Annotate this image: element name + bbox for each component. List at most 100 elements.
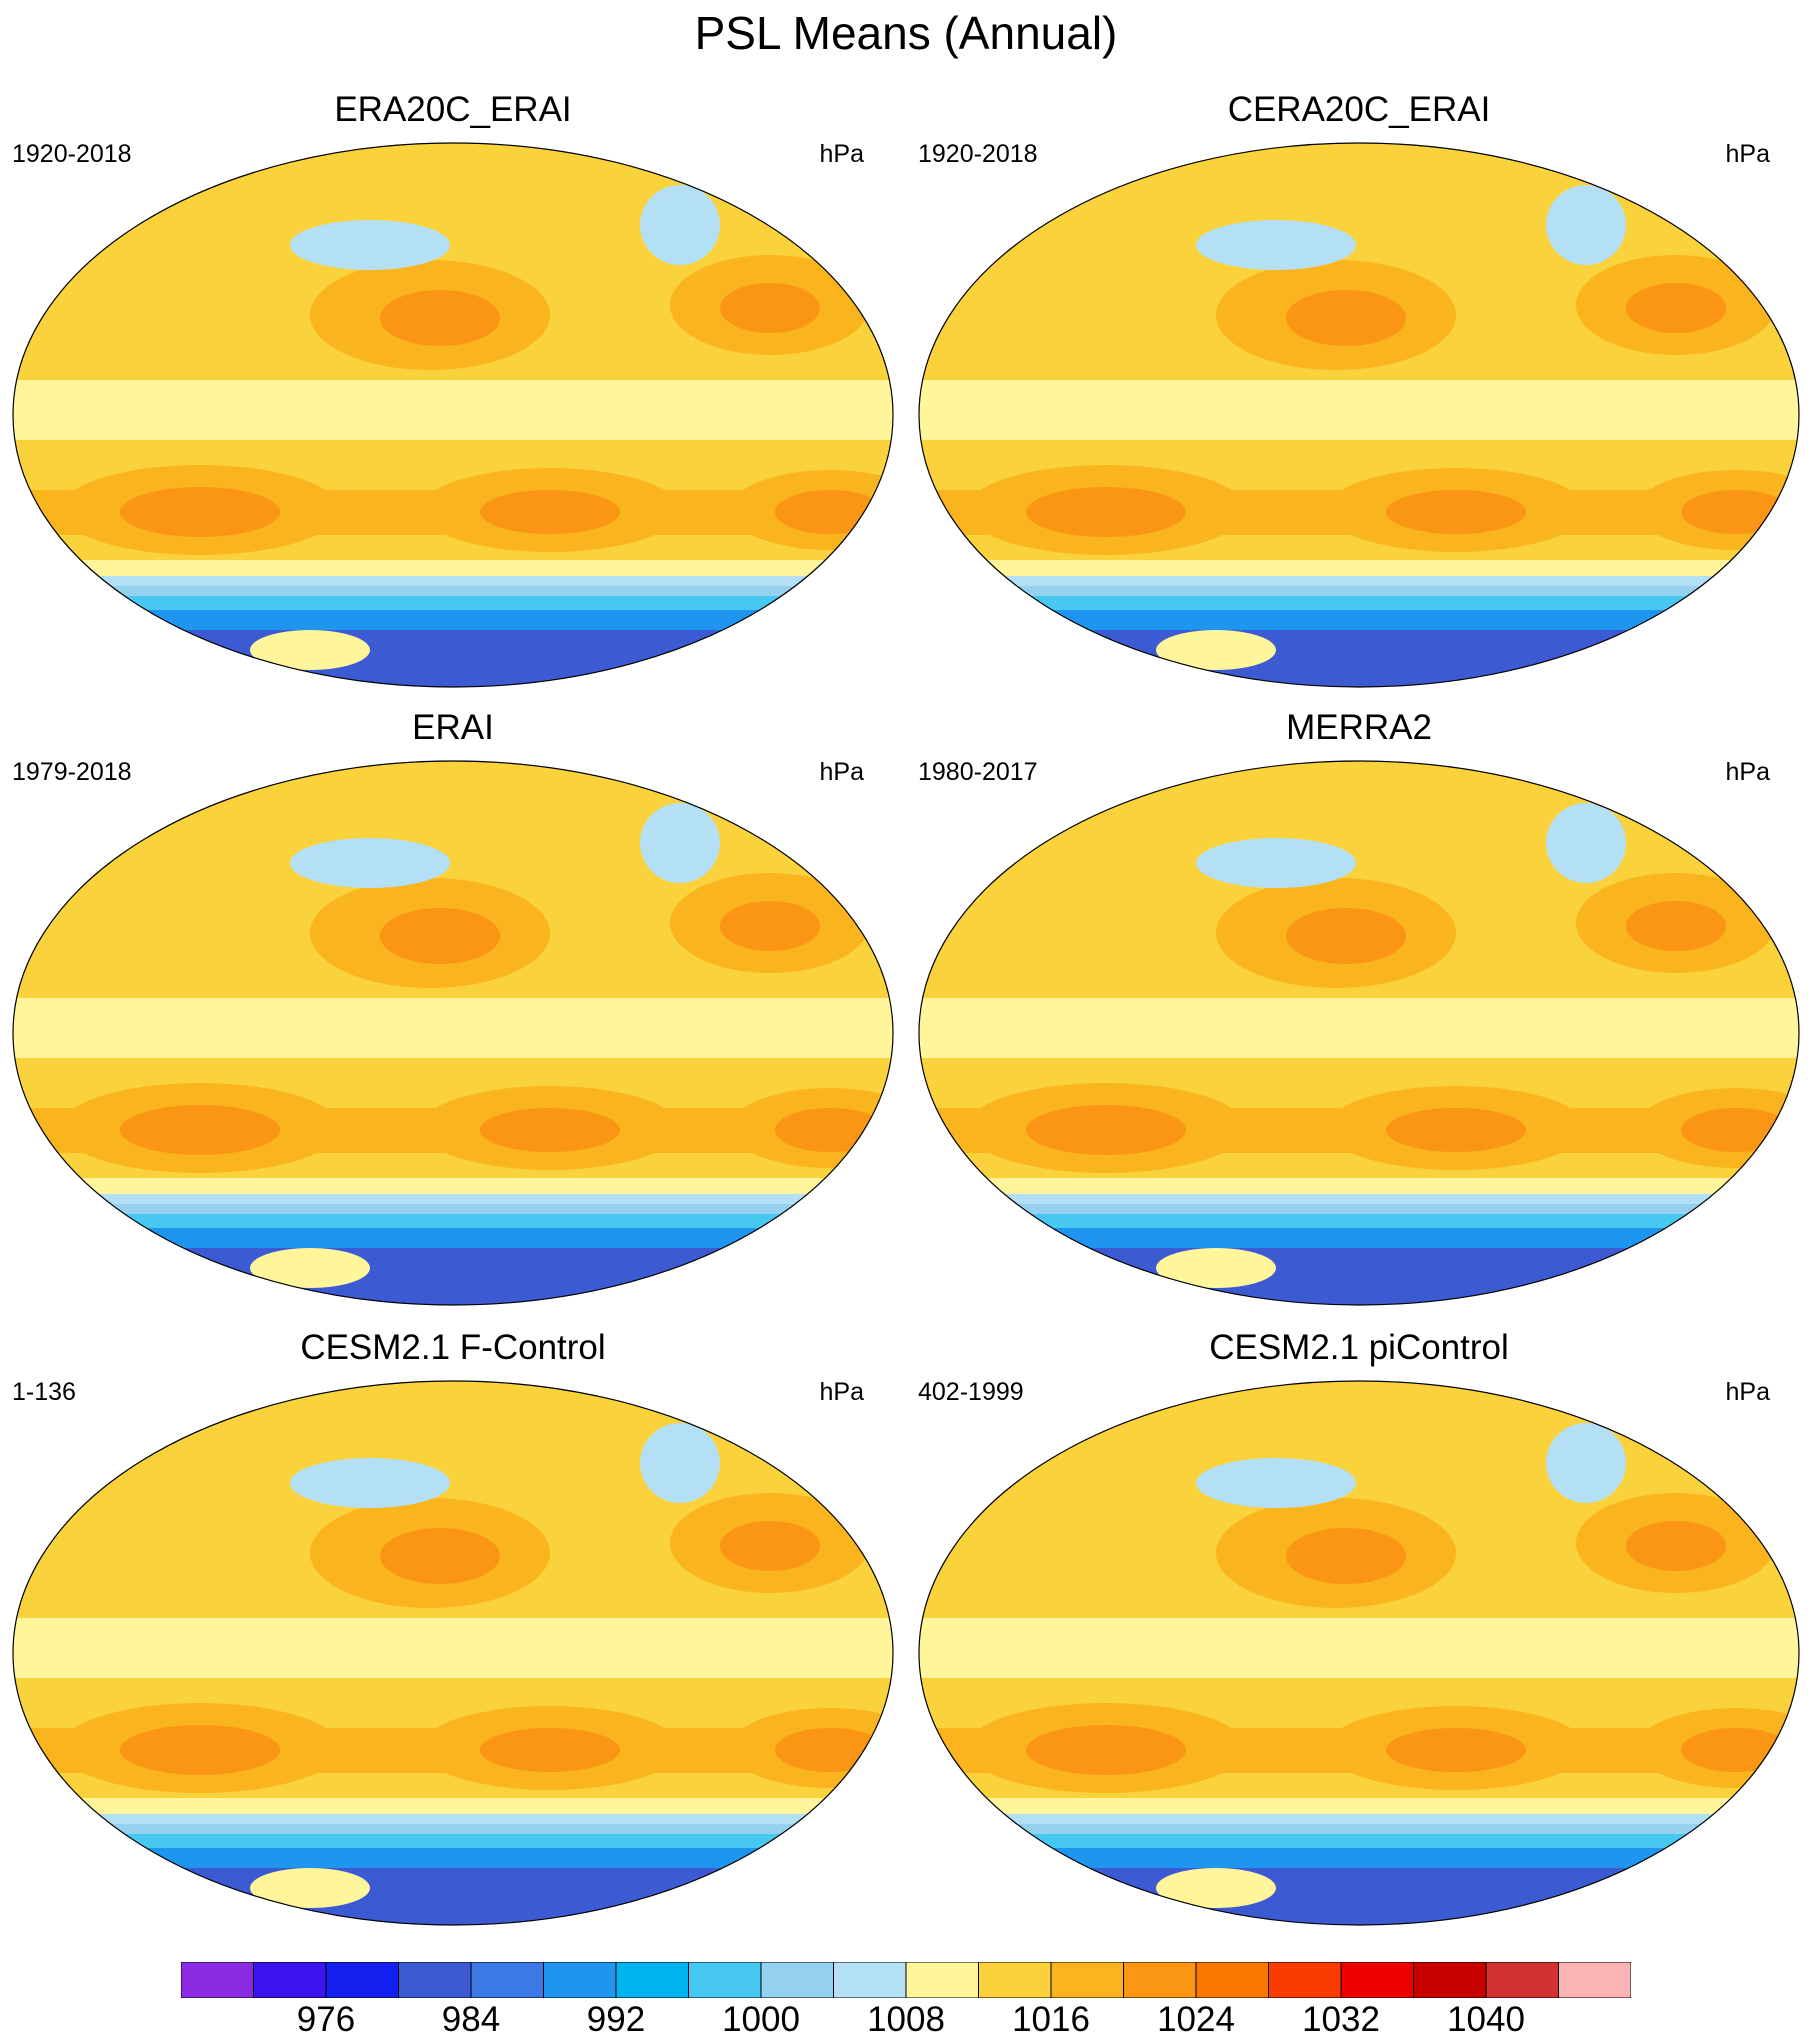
map-outline (12, 142, 894, 688)
colorbar-labels: 976 984 992 1000 1008 1016 1024 1032 1040 (0, 2000, 1812, 2043)
pressure-band (919, 1824, 1799, 1834)
aleutian-low (1196, 220, 1356, 270)
pressure-band (13, 761, 893, 838)
map-panel-cesm-f-control: CESM2.1 F-Control 1-136 hPa (0, 1238, 906, 1926)
figure-title: PSL Means (Annual) (694, 7, 1118, 59)
map-panel-era20c-erai: ERA20C_ERAI 1920-2018 hPa (0, 0, 906, 688)
map-outline (918, 1380, 1800, 1926)
pressure-band (13, 1824, 893, 1834)
psl-map (918, 760, 1800, 1306)
colorbar-label: 1032 (1302, 2000, 1380, 2039)
high-pressure-core (1681, 490, 1791, 534)
aleutian-low (290, 1458, 450, 1508)
antarctic-high (250, 630, 370, 670)
high-pressure-core (1026, 1105, 1186, 1155)
colorbar-swatch (1050, 1962, 1124, 1998)
antarctic-high (250, 1248, 370, 1288)
high-pressure-core (720, 283, 820, 333)
panel-units: hPa (819, 758, 864, 786)
icelandic-low (1546, 803, 1626, 883)
map-panel-cesm-picontrol: CESM2.1 piControl 402-1999 hPa (906, 1238, 1812, 1926)
high-pressure-core (380, 1528, 500, 1584)
antarctic-high (1156, 1248, 1276, 1288)
colorbar-swatch (1413, 1962, 1487, 1998)
icelandic-low (1546, 185, 1626, 265)
colorbar-swatch (470, 1962, 544, 1998)
pressure-band (919, 1214, 1799, 1228)
high-pressure-core (1026, 1725, 1186, 1775)
colorbar-swatch (1268, 1962, 1342, 1998)
antarctic-high (250, 1868, 370, 1908)
antarctic-high (1156, 1868, 1276, 1908)
panel-units: hPa (1725, 140, 1770, 168)
colorbar-label: 1016 (1012, 2000, 1090, 2039)
high-pressure-core (1681, 1108, 1791, 1152)
high-pressure-core (1386, 1728, 1526, 1772)
pressure-band (919, 998, 1799, 1058)
pressure-band (13, 143, 893, 220)
icelandic-low (640, 803, 720, 883)
panel-title: ERAI (412, 708, 494, 747)
panel-years: 1920-2018 (12, 140, 132, 168)
high-pressure-core (720, 1521, 820, 1571)
colorbar-label: 1008 (867, 2000, 945, 2039)
aleutian-low (290, 220, 450, 270)
pressure-band (919, 576, 1799, 586)
pressure-band (919, 1228, 1799, 1248)
colorbar-swatch (688, 1962, 762, 1998)
icelandic-low (640, 1423, 720, 1503)
map-panel-erai: ERAI 1979-2018 hPa (0, 618, 906, 1306)
pressure-band (919, 380, 1799, 440)
colorbar-swatch (1195, 1962, 1269, 1998)
pressure-band (13, 1798, 893, 1814)
pressure-band (13, 1868, 893, 1925)
colorbar-swatch (978, 1962, 1052, 1998)
pressure-band (13, 610, 893, 630)
panel-years: 402-1999 (918, 1378, 1024, 1406)
colorbar (181, 1962, 1631, 1998)
map-panel-merra2: MERRA2 1980-2017 hPa (906, 618, 1812, 1306)
high-pressure-core (120, 487, 280, 537)
pressure-band (919, 1204, 1799, 1214)
panel-title: CERA20C_ERAI (1227, 90, 1491, 129)
panel-title: ERA20C_ERAI (334, 90, 572, 129)
colorbar-swatch (1123, 1962, 1197, 1998)
pressure-band (13, 1814, 893, 1824)
psl-map (12, 142, 894, 688)
colorbar-label: 992 (586, 2000, 646, 2039)
colorbar-swatch (181, 1962, 254, 1998)
pressure-band (919, 560, 1799, 576)
colorbar-swatch (543, 1962, 617, 1998)
psl-map (918, 1380, 1800, 1926)
pressure-band (13, 1228, 893, 1248)
high-pressure-core (720, 901, 820, 951)
psl-map (12, 760, 894, 1306)
pressure-band (919, 596, 1799, 610)
map-outline (918, 142, 1800, 688)
colorbar-swatch (1558, 1962, 1631, 1998)
high-pressure-core (1026, 487, 1186, 537)
panel-units: hPa (819, 1378, 864, 1406)
high-pressure-core (1286, 908, 1406, 964)
map-outline (12, 1380, 894, 1926)
pressure-band (13, 1214, 893, 1228)
panel-years: 1-136 (12, 1378, 76, 1406)
high-pressure-core (480, 1108, 620, 1152)
pressure-band (13, 1204, 893, 1214)
high-pressure-core (1286, 290, 1406, 346)
antarctic-high (1156, 630, 1276, 670)
pressure-band (919, 1798, 1799, 1814)
pressure-band (13, 1834, 893, 1848)
high-pressure-core (775, 1108, 885, 1152)
high-pressure-core (1626, 901, 1726, 951)
panel-years: 1920-2018 (918, 140, 1038, 168)
panel-title: MERRA2 (1286, 708, 1432, 747)
high-pressure-core (1681, 1728, 1791, 1772)
panel-years: 1979-2018 (12, 758, 132, 786)
aleutian-low (290, 838, 450, 888)
high-pressure-core (1626, 1521, 1726, 1571)
high-pressure-core (120, 1105, 280, 1155)
pressure-band (919, 586, 1799, 596)
colorbar-label: 976 (296, 2000, 356, 2039)
panel-units: hPa (819, 140, 864, 168)
